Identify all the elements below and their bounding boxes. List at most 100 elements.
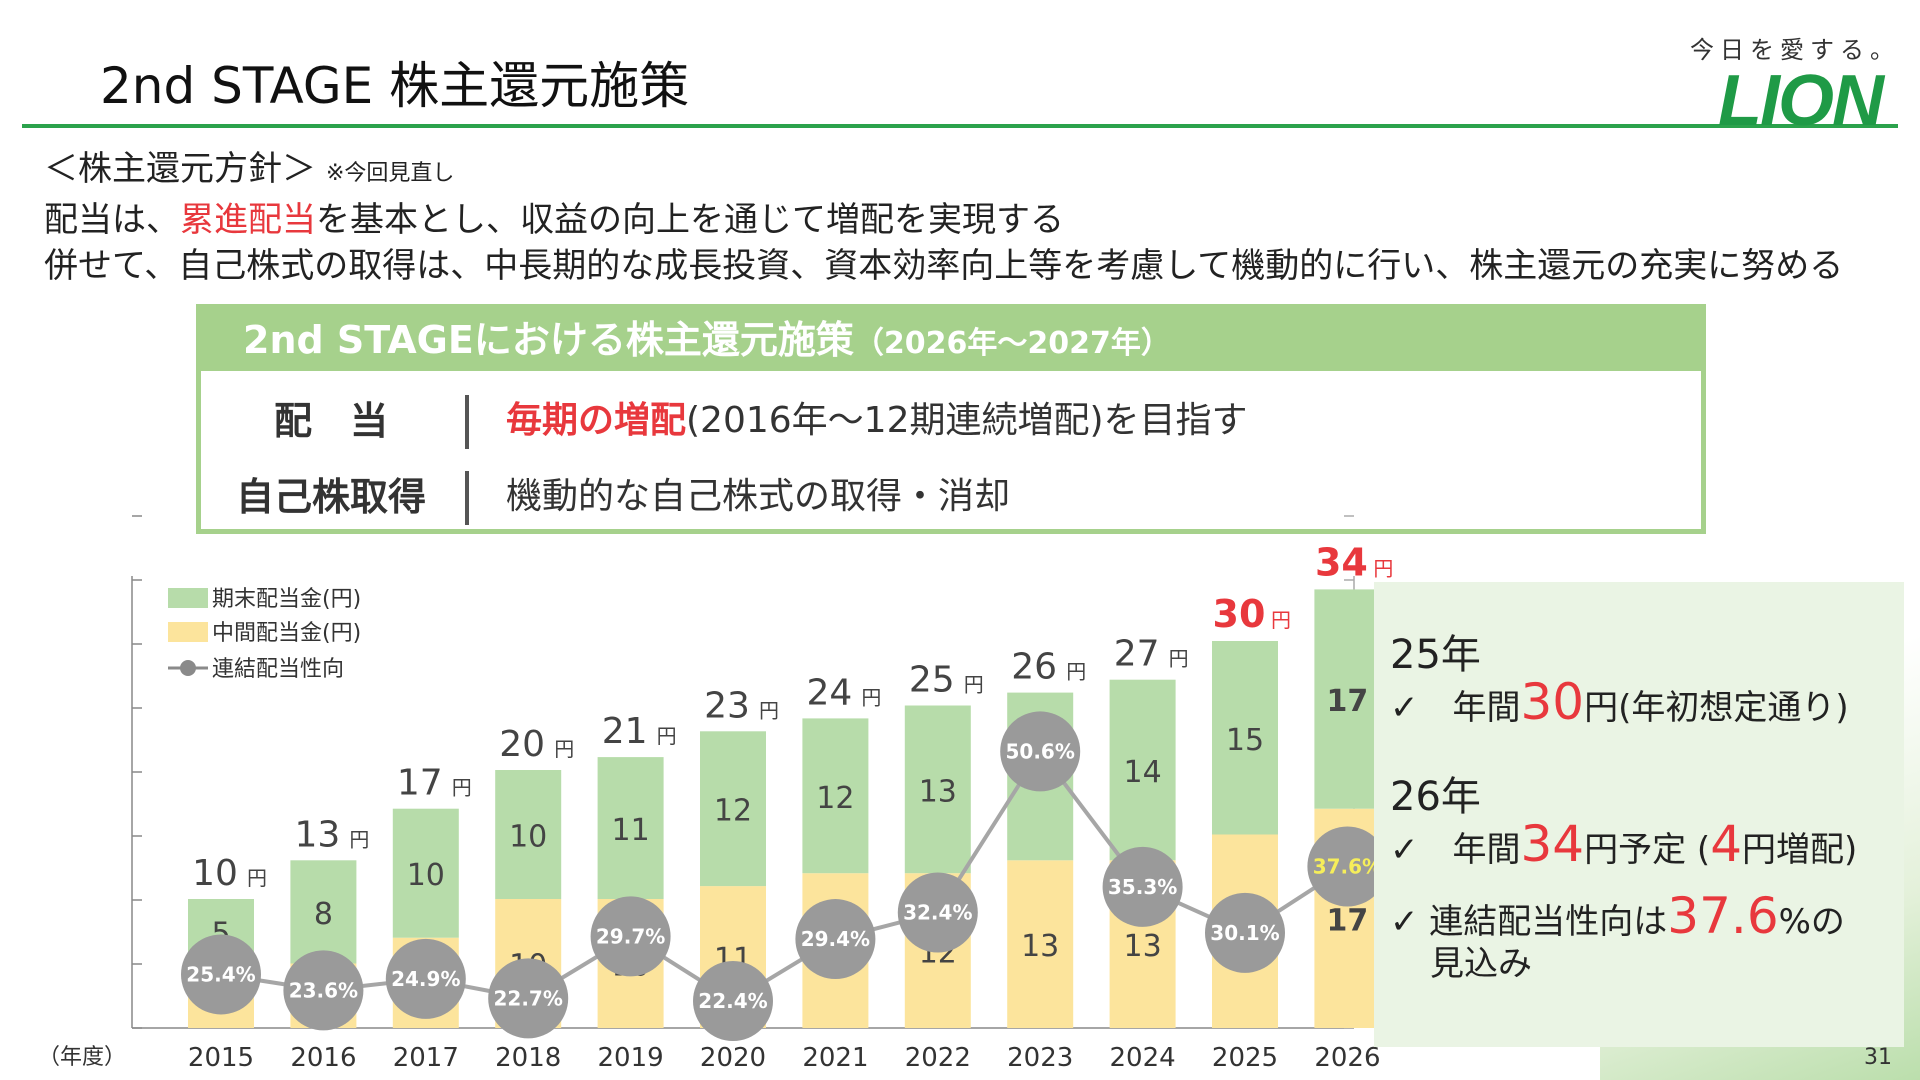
payout-pre: ✓ 連結配当性向は [1390, 902, 1668, 942]
box-header-text: 2nd STAGEにおける株主還元施策 [243, 318, 854, 362]
total-unit-2019: 円 [657, 724, 677, 748]
payout-label-2020: 22.4% [698, 989, 767, 1013]
policy-heading: ＜株主還元方針＞ ※今回見直し [44, 146, 1843, 197]
payout-marker-2022 [897, 872, 978, 953]
payout-label-2021: 29.4% [801, 927, 870, 951]
payout-label-2024: 35.3% [1108, 875, 1177, 899]
policy-note: ※今回見直し [326, 161, 455, 186]
total-unit-2018: 円 [554, 737, 574, 761]
x-label-2024: 2024 [1110, 1043, 1176, 1073]
total-2024: 27 [1114, 634, 1160, 675]
payout-marker-2020 [693, 961, 773, 1041]
payout-line: ✓ 連結配当性向は37.6%の [1390, 891, 1845, 944]
bar-yearend-2018 [495, 770, 562, 899]
x-label-2022: 2022 [905, 1043, 971, 1073]
label-yearend-2020: 12 [714, 794, 752, 829]
year-26-heading: 26年 [1390, 774, 1481, 820]
total-unit-2017: 円 [452, 776, 472, 800]
label-yearend-2017: 10 [407, 858, 445, 893]
legend-label-yearend: 期末配当金(円) [212, 587, 361, 612]
dividend-row: 配 当 毎期の増配(2016年～12期連続増配)を目指す [201, 389, 1701, 453]
label-interim-2023: 13 [1021, 929, 1059, 964]
label-interim-2026: 17 [1327, 903, 1369, 938]
label-yearend-2021: 12 [816, 781, 854, 816]
x-label-2017: 2017 [393, 1043, 459, 1073]
year-26-line: ✓ 年間34円予定 (4円増配) [1390, 819, 1857, 872]
total-unit-2023: 円 [1066, 660, 1086, 684]
bar-yearend-2016 [290, 860, 357, 964]
legend-label-payout: 連結配当性向 [212, 657, 344, 682]
policy-line1-highlight: 累進配当 [180, 200, 316, 240]
payout-label-2022: 32.4% [903, 901, 972, 925]
label-interim-2024: 13 [1124, 929, 1162, 964]
legend-swatch-interim [168, 622, 208, 642]
total-unit-2020: 円 [759, 698, 779, 722]
legend-swatch-yearend [168, 588, 208, 608]
total-2026: 34 [1315, 540, 1368, 584]
bar-yearend-2017 [392, 808, 459, 938]
bar-yearend-2021 [802, 718, 869, 874]
total-2016: 13 [294, 814, 340, 855]
total-unit-2022: 円 [964, 673, 984, 697]
y25-post: 円(年初想定通り) [1584, 688, 1849, 728]
y25-amount: 30 [1520, 673, 1585, 731]
payout-value: 37.6 [1667, 887, 1779, 945]
payout-label-2018: 22.7% [494, 986, 563, 1010]
x-label-2016: 2016 [290, 1043, 356, 1073]
y25-pre: ✓ 年間 [1390, 688, 1521, 728]
dividend-highlight: 毎期の増配 [506, 400, 687, 441]
payout-marker-2026 [1307, 826, 1388, 907]
year-25-heading: 25年 [1390, 632, 1481, 678]
payout-label-2023: 50.6% [1006, 739, 1075, 763]
bar-interim-2023 [1007, 860, 1074, 1028]
payout-label-2016: 23.6% [289, 978, 358, 1002]
bar-yearend-2022 [904, 705, 971, 874]
x-label-2021: 2021 [802, 1043, 868, 1073]
total-unit-2016: 円 [349, 827, 369, 851]
label-yearend-2018: 10 [509, 820, 547, 855]
payout-label-2025: 30.1% [1210, 921, 1279, 945]
legend-label-interim: 中間配当金(円) [212, 621, 361, 646]
dividend-rest: (2016年～12期連続増配)を目指す [686, 400, 1248, 441]
payout-marker-2015 [181, 934, 261, 1015]
policy-line1-post: を基本とし、収益の向上を通じて増配を実現する [316, 200, 1064, 240]
buyback-value: 機動的な自己株式の取得・消却 [506, 476, 1011, 517]
total-2017: 17 [397, 763, 443, 804]
x-label-2025: 2025 [1212, 1043, 1278, 1073]
dividend-value: 毎期の増配(2016年～12期連続増配)を目指す [506, 389, 1248, 453]
payout-marker-2021 [795, 899, 876, 980]
total-2018: 20 [499, 724, 545, 765]
x-label-2023: 2023 [1007, 1043, 1073, 1073]
total-2022: 25 [909, 660, 955, 701]
bar-yearend-2025 [1212, 641, 1278, 835]
x-label-2018: 2018 [495, 1043, 561, 1073]
bar-yearend-2026 [1314, 589, 1381, 809]
y26-increase: 4 [1710, 815, 1743, 873]
total-unit-2025: 円 [1271, 608, 1291, 632]
policy-section: ＜株主還元方針＞ ※今回見直し 配当は、累進配当を基本とし、収益の向上を通じて増配… [44, 146, 1843, 289]
total-unit-2024: 円 [1169, 647, 1189, 671]
bar-yearend-2020 [700, 731, 766, 887]
dividend-label: 配 当 [273, 399, 388, 443]
legend-marker-payout [180, 660, 196, 676]
row-divider [465, 395, 469, 449]
payout-marker-2024 [1102, 846, 1183, 927]
buyback-row: 自己株取得 機動的な自己株式の取得・消却 [201, 465, 1701, 529]
year-25-line: ✓ 年間30円(年初想定通り) [1390, 677, 1849, 730]
policy-head: ＜株主還元方針＞ [44, 149, 316, 189]
payout-post: %の [1778, 902, 1845, 942]
payout-label-2019: 29.7% [596, 924, 665, 948]
payout-marker-2019 [590, 896, 671, 977]
page-title: 2nd STAGE 株主還元施策 [100, 57, 690, 115]
title-divider [22, 124, 1898, 128]
company-logo: 今日を愛する。 LION [1690, 26, 1900, 141]
x-axis-title: （年度） [38, 1045, 126, 1070]
policy-line-2: 併せて、自己株式の取得は、中長期的な成長投資、資本効率向上等を考慮して機動的に行… [44, 246, 1844, 286]
bar-yearend-2019 [597, 757, 664, 899]
payout-label-2017: 24.9% [391, 967, 460, 991]
total-2025: 30 [1213, 592, 1266, 636]
payout-label-2015: 25.4% [186, 962, 255, 986]
label-yearend-2022: 13 [919, 774, 957, 809]
logo-wordmark: LION [1718, 61, 1884, 141]
buyback-label: 自己株取得 [235, 475, 426, 519]
